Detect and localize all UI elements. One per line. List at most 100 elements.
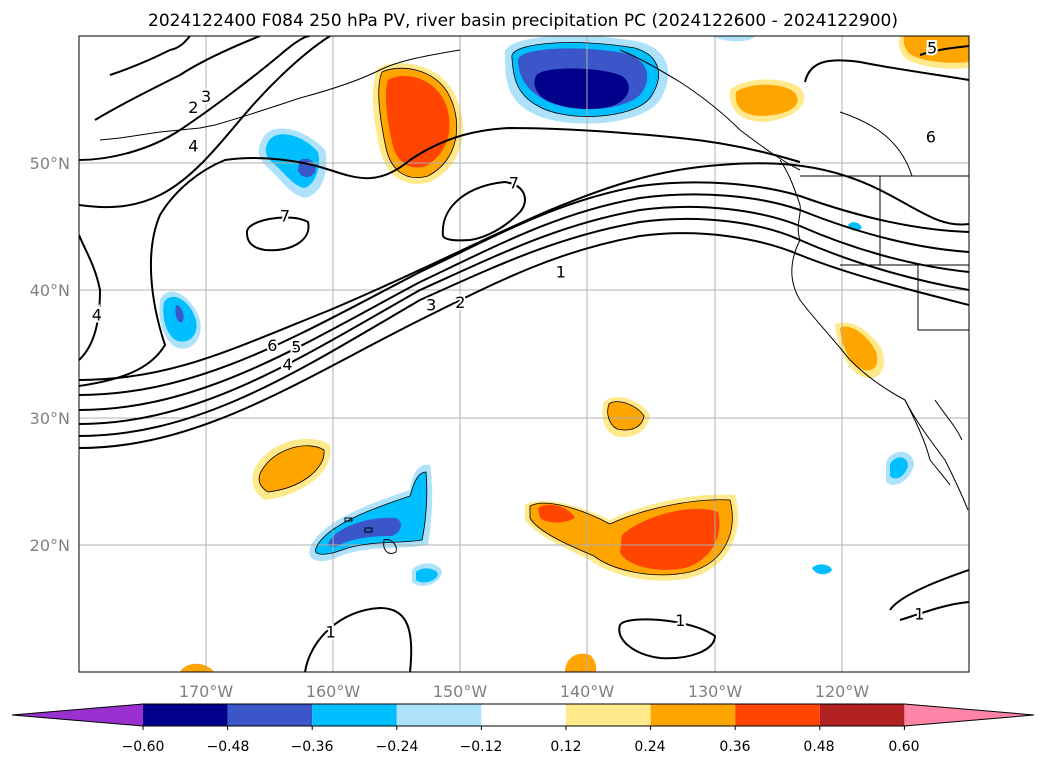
pv-contour-label-7: 5 xyxy=(291,337,301,356)
pv-contour-label-5: 4 xyxy=(92,306,102,325)
colorbar-label-neg-036: −0.36 xyxy=(291,739,334,755)
pv-contour-ne-5 xyxy=(919,45,969,56)
coastline-mexico xyxy=(934,399,963,441)
neg-anomaly-baja-mid xyxy=(890,457,908,479)
lon-tick-130w: 130°W xyxy=(688,682,743,701)
colorbar-segment-4 xyxy=(396,704,482,726)
colorbar-segment-0 xyxy=(12,704,143,726)
lat-tick-20n: 20°N xyxy=(30,536,70,555)
colorbar-label-neg-024: −0.24 xyxy=(376,739,419,755)
pv-contour-label-2: 4 xyxy=(188,136,198,155)
pv-contour-label-10: 2 xyxy=(455,293,465,312)
anomaly-outlines xyxy=(258,42,733,576)
colorbar-label-neg-012: −0.12 xyxy=(460,739,503,755)
outline-gulf xyxy=(511,42,659,117)
colorbar-segments xyxy=(11,703,1035,727)
lon-tick-150w: 150°W xyxy=(433,682,488,701)
coastline-aleutians xyxy=(99,124,216,141)
pv-contour-label-0: 2 xyxy=(188,98,198,117)
pv-contour-label-1: 3 xyxy=(201,87,211,106)
pv-contour-4 xyxy=(79,193,969,411)
pv-contour-label-13: 1 xyxy=(675,611,685,630)
pv-contour-north-4 xyxy=(109,36,191,76)
outline-hawaii-north xyxy=(258,445,325,493)
pv-contour-label-4: 7 xyxy=(509,173,519,192)
colorbar-tick-labels: −0.60 −0.48 −0.36 −0.24 −0.12 0.12 0.24 … xyxy=(122,739,920,755)
pos-anomaly-bering-strong xyxy=(385,76,450,168)
pv-contour-label-12: 1 xyxy=(326,622,336,641)
colorbar-segment-6 xyxy=(566,704,651,726)
lat-tick-40n: 40°N xyxy=(30,281,70,300)
pv-contour-label-6: 6 xyxy=(267,336,277,355)
latitude-tick-labels: 50°N 40°N 30°N 20°N xyxy=(30,154,70,555)
coastline-alaska-peninsula xyxy=(214,49,461,126)
colorbar-segment-9 xyxy=(819,704,905,726)
pv-contour-label-14: 1 xyxy=(914,605,924,624)
pv-contour-3 xyxy=(79,205,969,425)
pv-contour-label-8: 4 xyxy=(282,355,292,374)
map-frame xyxy=(78,35,970,673)
pv-contour-north-2 xyxy=(79,36,311,161)
pv-contour-1 xyxy=(79,232,969,449)
island-hawaii-1 xyxy=(383,539,397,554)
grid-lines xyxy=(79,36,969,672)
border-alaska-canada xyxy=(839,111,913,177)
pos-anomaly-bc-mid xyxy=(735,84,798,116)
neg-anomaly-hawaii-small-mid xyxy=(416,568,438,583)
figure-title: 2024122400 F084 250 hPa PV, river basin … xyxy=(148,11,898,31)
neg-anomaly-tiny xyxy=(812,564,832,575)
colorbar-segment-5 xyxy=(481,704,566,726)
pv-contour-label-9: 3 xyxy=(426,295,436,314)
pv-contour-4-west xyxy=(79,234,102,361)
pv-contour-label-11: 1 xyxy=(556,262,566,281)
pv-contour-label-15: 6 xyxy=(926,128,936,147)
pv-contour-south-1d xyxy=(899,601,969,621)
pv-contours xyxy=(79,36,969,672)
lat-tick-30n: 30°N xyxy=(30,409,70,428)
pv-contour-north-3 xyxy=(94,36,261,121)
outline-mid-pacific xyxy=(607,401,645,431)
outline-hawaii xyxy=(314,471,428,555)
coastline-baja xyxy=(904,399,951,486)
colorbar: −0.60 −0.48 −0.36 −0.24 −0.12 0.12 0.24 … xyxy=(11,703,1035,755)
colorbar-label-pos-012: 0.12 xyxy=(550,739,581,755)
neg-anomaly-west-core xyxy=(175,305,184,323)
precipitation-pc-fill xyxy=(159,36,969,672)
pos-anomaly-top-neg xyxy=(712,36,755,42)
lat-tick-50n: 50°N xyxy=(30,154,70,173)
pv-contour-5 xyxy=(79,181,969,396)
colorbar-label-neg-060: −0.60 xyxy=(122,739,165,755)
pv-contour-7-small xyxy=(246,216,310,252)
colorbar-label-pos-036: 0.36 xyxy=(719,739,750,755)
pv-contour-2 xyxy=(79,217,969,437)
pos-anomaly-california-mid xyxy=(840,326,878,371)
pos-anomaly-mid-pacific-mid xyxy=(607,401,644,430)
pv-contour-south-1b xyxy=(618,618,717,660)
pos-anomaly-subtropical-strong-west xyxy=(538,504,575,523)
outline-subtropical xyxy=(529,499,733,576)
pv-contour-south-1c xyxy=(889,569,969,611)
colorbar-segment-7 xyxy=(650,704,736,726)
pv-contour-label-16: 5 xyxy=(927,38,937,57)
pv-contour-ne-6 xyxy=(804,59,969,83)
pos-anomaly-south xyxy=(565,653,597,672)
coastline-west-us xyxy=(791,239,969,511)
island-hawaii-2 xyxy=(364,527,373,533)
colorbar-segment-1 xyxy=(143,704,228,726)
pv-contour-6-west xyxy=(79,126,801,387)
pv-contour-7-mid xyxy=(441,180,526,242)
pv-contour-6 xyxy=(79,162,969,381)
colorbar-segment-3 xyxy=(312,704,397,726)
coastline-alaska-south xyxy=(619,49,801,171)
colorbar-label-pos-060: 0.60 xyxy=(888,739,919,755)
pv-contour-north-1 xyxy=(79,36,331,209)
longitude-tick-labels: 170°W 160°W 150°W 140°W 130°W 120°W xyxy=(179,682,870,701)
colorbar-tick-marks xyxy=(142,726,905,730)
lon-tick-170w: 170°W xyxy=(179,682,234,701)
lon-tick-160w: 160°W xyxy=(306,682,361,701)
colorbar-segment-8 xyxy=(735,704,820,726)
pos-anomaly-hawaii-north-mid xyxy=(259,445,325,492)
